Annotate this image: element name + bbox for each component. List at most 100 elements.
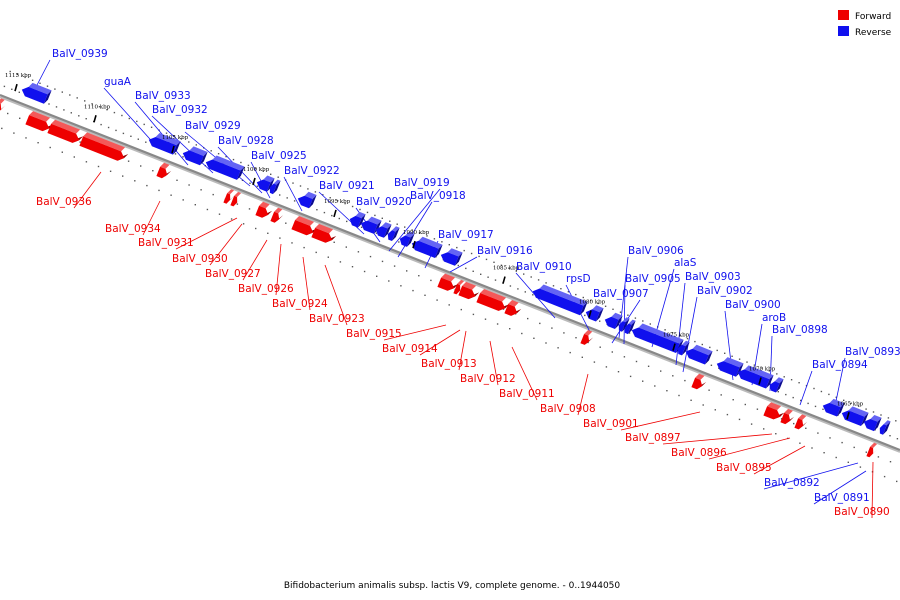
scale-dot xyxy=(456,246,458,249)
forward-gene xyxy=(794,414,808,430)
leader-line xyxy=(449,256,478,273)
gene-label: aroB xyxy=(762,312,786,324)
leader-line xyxy=(175,217,238,250)
scale-dot xyxy=(11,88,13,90)
scale-dot xyxy=(279,194,281,196)
scale-dot xyxy=(587,341,589,344)
gene-label: BalV_0913 xyxy=(421,358,477,370)
leader-line xyxy=(682,296,698,373)
gene-top-face xyxy=(227,189,235,195)
scale-dot xyxy=(206,208,209,211)
gene-front-face xyxy=(685,348,709,365)
tick-label: 1065 kbp xyxy=(837,401,864,407)
scale-dot xyxy=(785,393,787,396)
scale-dot xyxy=(724,352,726,354)
scale-dot xyxy=(315,251,317,254)
scale-dot xyxy=(569,351,571,354)
scale-dot xyxy=(381,217,383,219)
gene-top-face xyxy=(418,236,443,249)
gene-front-face xyxy=(360,220,378,234)
scale-dot xyxy=(113,111,116,114)
gene-front-face xyxy=(387,230,396,241)
scale-dot xyxy=(127,160,130,162)
scale-dot xyxy=(323,211,326,214)
scale-dot xyxy=(54,88,56,90)
scale-dot xyxy=(242,223,245,225)
scale-dot xyxy=(496,323,499,325)
scale-dot xyxy=(267,232,269,234)
scale-dot xyxy=(180,138,183,140)
scale-dot xyxy=(249,182,251,184)
tick-mark xyxy=(588,310,592,318)
scale-dot xyxy=(472,270,474,272)
forward-gene xyxy=(763,402,785,420)
gene-top-face xyxy=(367,216,382,225)
scale-dot xyxy=(121,114,123,117)
gene-front-face xyxy=(716,361,740,377)
scale-dot xyxy=(584,314,586,317)
scale-dot xyxy=(210,150,212,152)
gene-top-face xyxy=(638,323,684,344)
gene-front-face xyxy=(677,344,686,356)
scale-dot xyxy=(400,285,402,287)
scale-dot xyxy=(188,141,190,143)
gene-front-face xyxy=(255,205,269,218)
leader-line xyxy=(134,101,189,166)
gene-label: BalV_0906 xyxy=(628,245,684,257)
scale-dot xyxy=(84,100,86,102)
forward-gene xyxy=(580,330,594,345)
gene-front-face xyxy=(437,277,455,291)
scale-dot xyxy=(509,285,512,287)
gene-side-face xyxy=(434,244,443,258)
gene-side-face xyxy=(226,195,235,204)
gene-side-face xyxy=(775,379,784,393)
gene-front-face xyxy=(631,327,680,353)
scale-dot xyxy=(255,227,257,230)
gene-label: BalV_0939 xyxy=(52,48,108,60)
reverse-gene xyxy=(21,82,52,104)
leader-line xyxy=(275,243,282,296)
gene-front-face xyxy=(311,227,333,243)
leader-line xyxy=(242,239,268,281)
scale-dot xyxy=(494,279,497,281)
scale-dot xyxy=(485,258,488,261)
gene-label: BalV_0919 xyxy=(394,177,450,189)
gene-side-face xyxy=(882,421,891,435)
scale-dot xyxy=(792,396,794,399)
gene-top-face xyxy=(695,373,705,380)
tick-label: 1105 kbp xyxy=(162,135,189,141)
scale-dot xyxy=(270,173,272,175)
scale-dot xyxy=(232,158,235,161)
gene-label: BalV_0910 xyxy=(516,261,572,273)
scale-dot xyxy=(686,337,689,340)
scale-dot xyxy=(783,376,785,378)
scale-dot xyxy=(145,141,147,143)
scale-dot xyxy=(843,399,845,401)
leader-line xyxy=(489,340,499,386)
scale-dot xyxy=(478,255,480,258)
scale-dot xyxy=(436,299,438,301)
scale-dot xyxy=(31,79,34,81)
gene-front-face xyxy=(794,418,804,430)
scale-dot xyxy=(291,242,293,244)
gene-label: BalV_0895 xyxy=(716,462,772,474)
scale-dot xyxy=(744,403,746,406)
scale-dot xyxy=(887,417,890,419)
gene-label: BalV_0912 xyxy=(460,373,516,385)
scale-dot xyxy=(780,418,783,420)
scale-dot xyxy=(78,115,80,117)
scale-dot xyxy=(776,373,778,375)
scale-dot xyxy=(524,291,526,293)
tick-mark xyxy=(502,276,506,284)
scale-dot xyxy=(460,308,462,311)
gene-top-face xyxy=(392,226,400,232)
gene-label: BalV_0926 xyxy=(238,283,294,295)
scale-dot xyxy=(472,313,475,316)
gene-top-face xyxy=(51,119,81,134)
scale-dot xyxy=(140,165,142,167)
forward-gene xyxy=(311,223,337,243)
scale-dot xyxy=(552,285,555,287)
scale-dot xyxy=(374,214,376,217)
scale-dot xyxy=(847,461,849,463)
